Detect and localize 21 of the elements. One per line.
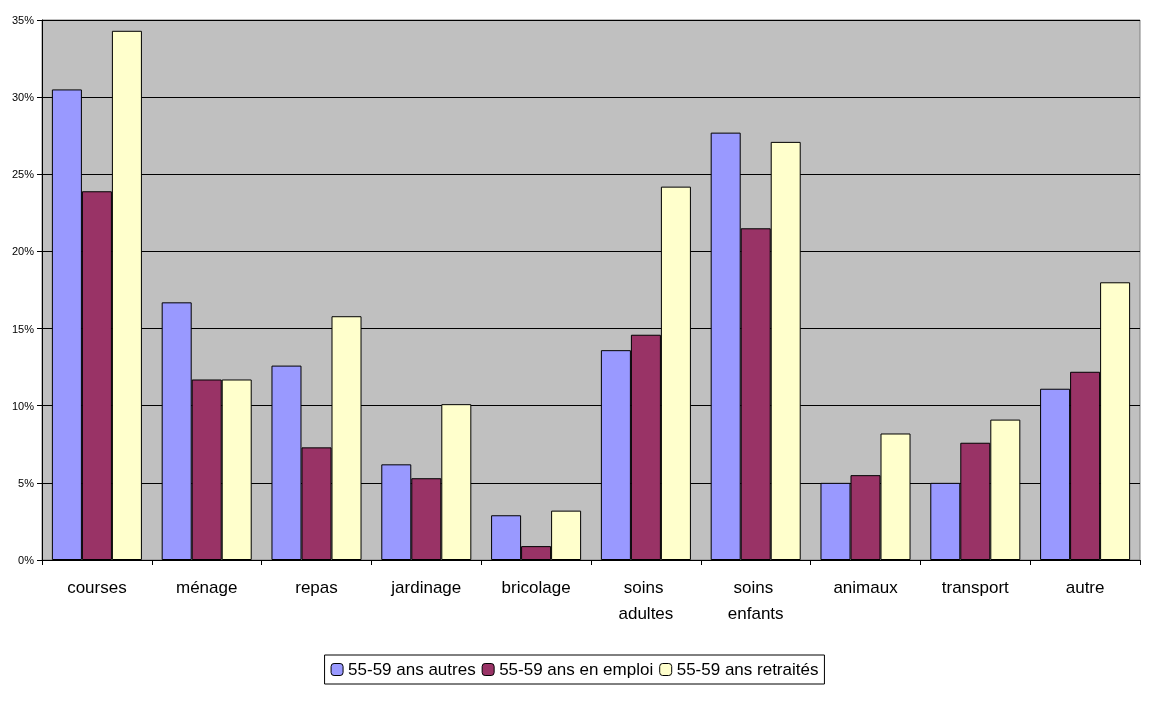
- y-tick-label: 30%: [11, 91, 35, 104]
- x-tick-label: courses: [67, 577, 127, 597]
- legend-label: 55-59 ans autres: [348, 660, 476, 679]
- y-tick-label: 25%: [11, 168, 35, 181]
- x-tick-label: bricolage: [501, 577, 571, 597]
- x-tick-label: repas: [295, 577, 338, 597]
- y-tick-label: 35%: [11, 14, 35, 26]
- x-tick-label: soins enfants: [727, 577, 784, 623]
- y-tick-label: 0%: [18, 554, 35, 566]
- x-tick-label: ménage: [175, 577, 238, 597]
- y-tick-label: 20%: [11, 245, 35, 258]
- x-tick-label: animaux: [833, 577, 899, 597]
- x-tick-label: soins adultes: [618, 577, 674, 623]
- legend-label: 55-59 ans en emploi: [499, 660, 654, 679]
- y-tick-label: 10%: [11, 399, 35, 412]
- x-tick-label: transport: [941, 577, 1010, 597]
- y-tick-label: 5%: [18, 476, 35, 489]
- x-tick-label: jardinage: [390, 577, 462, 597]
- legend-label: 55-59 ans retraités: [676, 660, 819, 679]
- x-tick-label: autre: [1065, 577, 1105, 597]
- y-tick-label: 15%: [11, 322, 35, 335]
